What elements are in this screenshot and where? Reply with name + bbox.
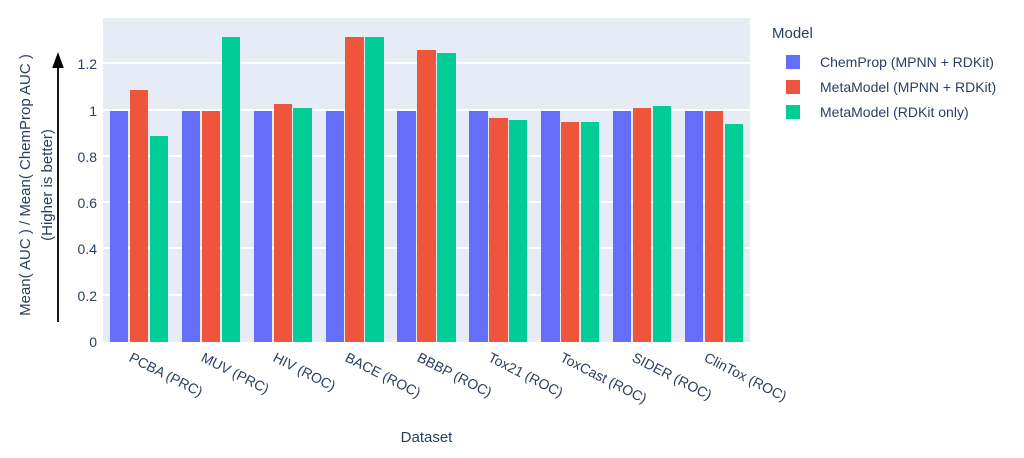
bar[interactable]	[129, 89, 149, 342]
y-tick-label: 1.2	[77, 56, 97, 73]
bar-group	[103, 18, 175, 342]
bar[interactable]	[489, 117, 508, 342]
y-axis-tick-labels: 0 0.2 0.4 0.6 0.8 1 1.2	[0, 18, 97, 350]
bar[interactable]	[684, 110, 704, 342]
legend-label: MetaModel (RDKit only)	[820, 103, 969, 120]
legend-item[interactable]: MetaModel (MPNN + RDKit)	[772, 74, 996, 99]
x-axis-title: Dataset	[400, 429, 453, 446]
y-tick-label: 0.8	[77, 148, 97, 165]
bar[interactable]	[325, 110, 344, 342]
bar[interactable]	[149, 136, 169, 342]
x-tick-label: BBBP (ROC)	[414, 349, 495, 401]
x-tick-label: ClinTox (ROC)	[701, 349, 790, 405]
y-tick-label: 0	[89, 334, 97, 350]
bar[interactable]	[541, 110, 560, 342]
x-tick-label: HIV (ROC)	[270, 349, 339, 394]
y-tick-label: 1	[89, 102, 97, 119]
bar[interactable]	[273, 103, 292, 342]
bar[interactable]	[253, 110, 273, 342]
legend-swatch[interactable]	[786, 54, 800, 69]
bar[interactable]	[417, 50, 436, 342]
legend-label: ChemProp (MPNN + RDKit)	[820, 53, 994, 70]
bar[interactable]	[181, 110, 201, 342]
bar[interactable]	[724, 124, 744, 342]
bar[interactable]	[652, 105, 672, 342]
x-tick-label: PCBA (PRC)	[126, 349, 206, 400]
bar[interactable]	[109, 110, 129, 342]
legend-swatch[interactable]	[786, 79, 800, 94]
legend-item[interactable]: ChemProp (MPNN + RDKit)	[772, 49, 996, 74]
bar[interactable]	[469, 110, 488, 342]
legend: Model ChemProp (MPNN + RDKit) MetaModel (…	[772, 25, 996, 124]
bar-group	[247, 18, 319, 342]
bar-group	[319, 18, 391, 342]
legend-item[interactable]: MetaModel (RDKit only)	[772, 99, 996, 124]
bar[interactable]	[704, 110, 724, 342]
legend-label: MetaModel (MPNN + RDKit)	[820, 78, 997, 95]
bar[interactable]	[201, 110, 221, 342]
y-tick-label: 0.2	[77, 287, 97, 304]
bar-group	[462, 18, 534, 342]
x-tick-label: BACE (ROC)	[342, 349, 424, 401]
bar[interactable]	[365, 36, 384, 342]
legend-items: ChemProp (MPNN + RDKit) MetaModel (MPNN +…	[772, 49, 996, 124]
bar-group	[175, 18, 247, 342]
y-tick-label: 0.4	[77, 241, 97, 258]
up-arrow-icon	[52, 52, 64, 322]
bar-group	[678, 18, 750, 342]
bar[interactable]	[221, 36, 240, 342]
bar[interactable]	[561, 122, 580, 342]
bar[interactable]	[613, 110, 632, 342]
bar[interactable]	[632, 108, 652, 342]
bar[interactable]	[397, 110, 416, 342]
plot-area[interactable]	[103, 18, 750, 342]
bar-group	[606, 18, 678, 342]
y-tick-label: 0.6	[77, 195, 97, 212]
bar[interactable]	[580, 122, 600, 342]
x-tick-label: MUV (PRC)	[198, 349, 272, 397]
x-axis-tick-labels: PCBA (PRC) MUV (PRC) HIV (ROC) BACE (ROC) BB…	[103, 347, 790, 427]
bar[interactable]	[437, 52, 456, 342]
bar-group	[534, 18, 606, 342]
legend-swatch[interactable]	[786, 104, 800, 119]
bar-group	[391, 18, 463, 342]
bar[interactable]	[345, 36, 364, 342]
bar[interactable]	[293, 108, 312, 342]
x-tick-label: Tox21 (ROC)	[486, 349, 567, 401]
legend-title: Model	[772, 25, 813, 42]
bar[interactable]	[509, 119, 528, 342]
